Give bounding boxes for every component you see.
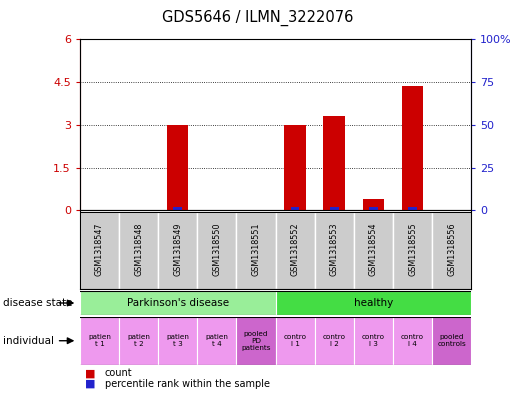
Text: GSM1318550: GSM1318550	[212, 222, 221, 276]
Text: count: count	[105, 368, 132, 378]
Bar	[354, 317, 393, 365]
Bar	[80, 212, 119, 289]
Text: patien
t 1: patien t 1	[88, 334, 111, 347]
Bar	[236, 317, 276, 365]
Bar	[393, 317, 432, 365]
Text: patien
t 4: patien t 4	[205, 334, 228, 347]
Text: GDS5646 / ILMN_3222076: GDS5646 / ILMN_3222076	[162, 10, 353, 26]
Bar	[315, 317, 354, 365]
Bar	[158, 212, 197, 289]
Text: GSM1318548: GSM1318548	[134, 222, 143, 276]
Text: ■: ■	[85, 368, 95, 378]
Text: ■: ■	[85, 379, 95, 389]
Text: GSM1318551: GSM1318551	[251, 222, 261, 276]
Text: GSM1318553: GSM1318553	[330, 222, 339, 276]
Text: contro
l 2: contro l 2	[323, 334, 346, 347]
Bar	[197, 317, 236, 365]
Text: individual: individual	[3, 336, 54, 346]
Text: GSM1318555: GSM1318555	[408, 222, 417, 276]
Bar	[119, 212, 158, 289]
Text: GSM1318552: GSM1318552	[290, 222, 300, 276]
Bar	[236, 212, 276, 289]
Bar	[369, 207, 377, 210]
Bar	[276, 291, 471, 315]
Bar	[363, 199, 384, 210]
Text: Parkinson's disease: Parkinson's disease	[127, 298, 229, 308]
Bar	[276, 317, 315, 365]
Bar	[408, 207, 417, 210]
Bar	[432, 317, 471, 365]
Bar	[315, 212, 354, 289]
Bar	[80, 317, 119, 365]
Text: healthy: healthy	[354, 298, 393, 308]
Bar	[167, 125, 188, 210]
Bar	[174, 207, 182, 210]
Bar	[119, 317, 158, 365]
Text: patien
t 3: patien t 3	[166, 334, 189, 347]
Bar	[330, 207, 338, 210]
Bar	[80, 291, 276, 315]
Text: GSM1318554: GSM1318554	[369, 222, 378, 276]
Text: pooled
controls: pooled controls	[437, 334, 466, 347]
Bar	[158, 317, 197, 365]
Text: pooled
PD
patients: pooled PD patients	[241, 331, 271, 351]
Text: GSM1318547: GSM1318547	[95, 222, 104, 276]
Text: GSM1318556: GSM1318556	[447, 222, 456, 276]
Text: contro
l 4: contro l 4	[401, 334, 424, 347]
Text: contro
l 1: contro l 1	[284, 334, 306, 347]
Bar	[197, 212, 236, 289]
Bar	[276, 212, 315, 289]
Bar	[432, 212, 471, 289]
Text: percentile rank within the sample: percentile rank within the sample	[105, 379, 269, 389]
Bar	[323, 116, 345, 210]
Bar	[284, 125, 306, 210]
Text: disease state: disease state	[3, 298, 72, 308]
Bar	[393, 212, 432, 289]
Text: patien
t 2: patien t 2	[127, 334, 150, 347]
Text: contro
l 3: contro l 3	[362, 334, 385, 347]
Bar	[291, 207, 299, 210]
Bar	[402, 86, 423, 210]
Bar	[354, 212, 393, 289]
Text: GSM1318549: GSM1318549	[173, 222, 182, 276]
